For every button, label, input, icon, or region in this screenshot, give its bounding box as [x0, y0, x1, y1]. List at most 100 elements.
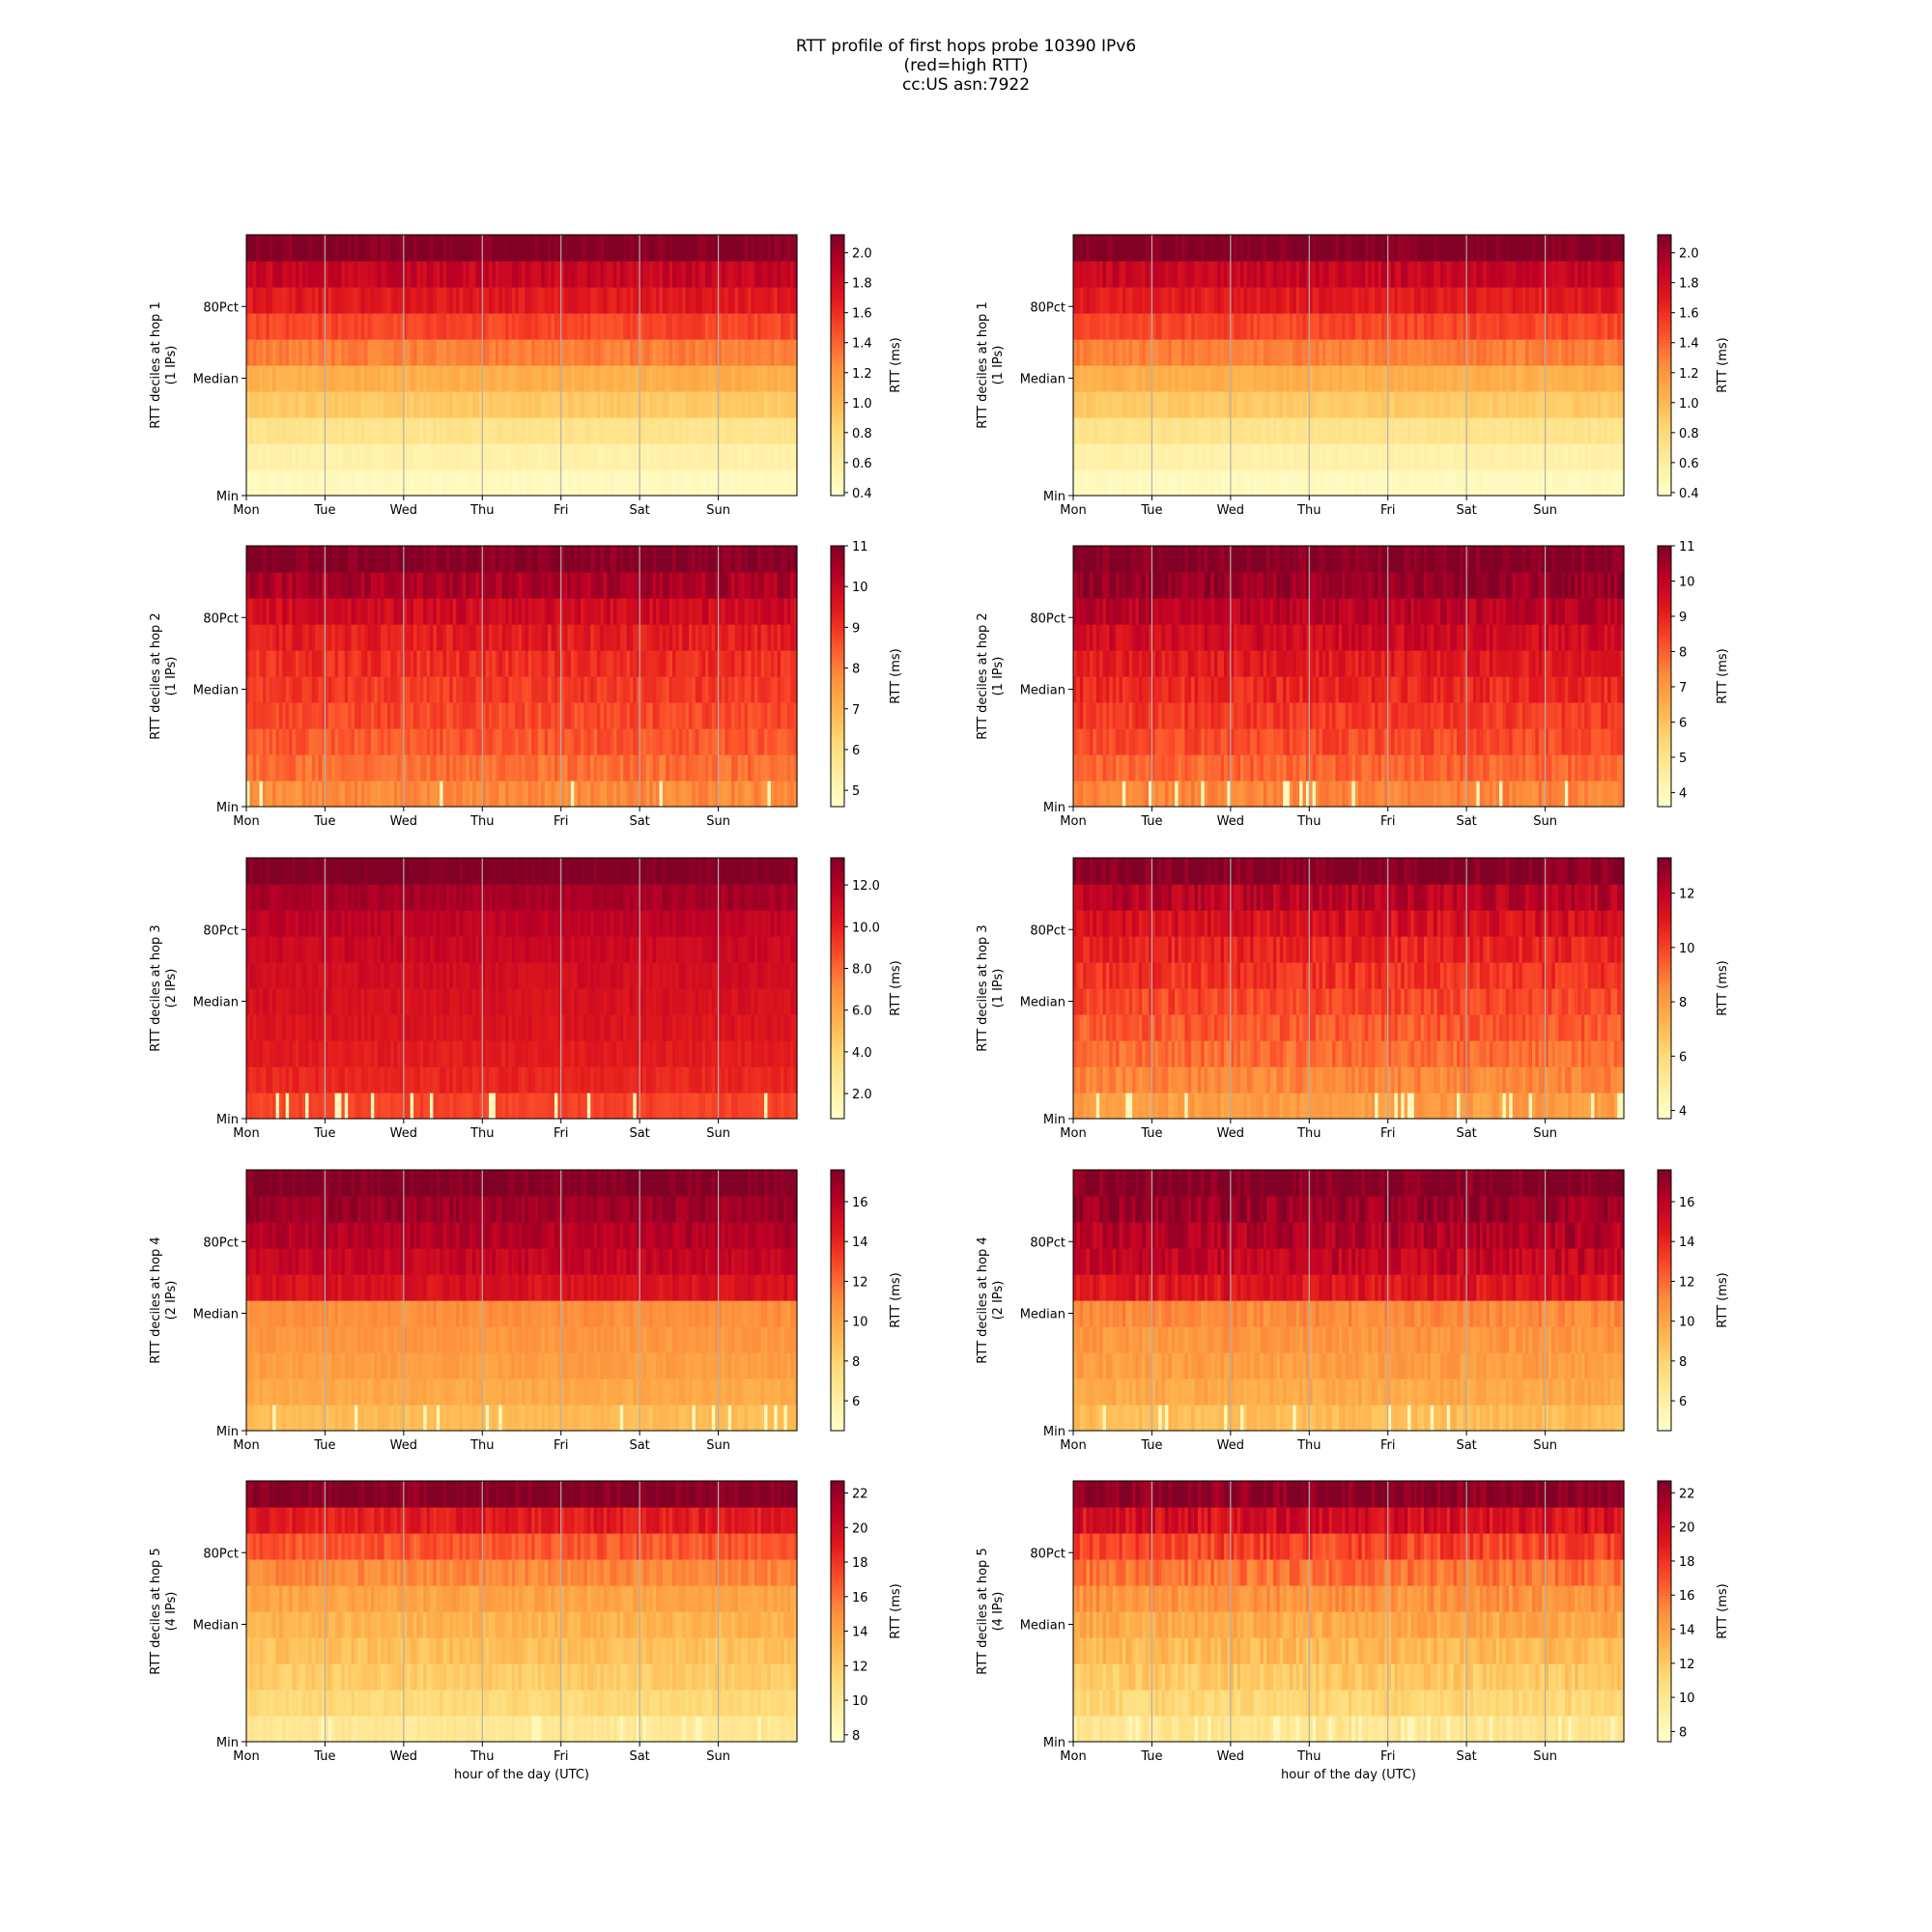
heatmap-cell [1149, 443, 1153, 470]
heatmap-cell [495, 624, 499, 651]
heatmap-cell [1093, 313, 1097, 340]
heatmap-cell [1184, 339, 1189, 366]
heatmap-cell [1171, 261, 1176, 288]
heatmap-cell [426, 676, 431, 703]
heatmap-cell [619, 417, 624, 444]
heatmap-cell [1319, 443, 1323, 470]
heatmap-cell [577, 676, 582, 703]
heatmap-cell [1227, 391, 1232, 418]
heatmap-cell [668, 287, 673, 314]
heatmap-cell [678, 754, 683, 781]
heatmap-cell [1351, 417, 1356, 444]
heatmap-cell [374, 469, 379, 497]
heatmap-cell [508, 443, 513, 470]
heatmap-cell [354, 624, 358, 651]
heatmap-cell [1489, 365, 1493, 392]
heatmap-cell [498, 650, 503, 677]
heatmap-cell [390, 235, 395, 262]
heatmap-cell [1194, 235, 1199, 262]
heatmap-cell [331, 287, 336, 314]
heatmap-cell [327, 261, 332, 288]
heatmap-cell [1250, 469, 1255, 497]
heatmap-cell [581, 754, 585, 781]
heatmap-cell [384, 417, 388, 444]
x-tick-label: Sun [1533, 503, 1557, 518]
heatmap-cell [308, 624, 313, 651]
heatmap-cell [305, 339, 310, 366]
heatmap-cell [685, 313, 690, 340]
heatmap-cell [269, 781, 273, 808]
heatmap-cell [436, 443, 440, 470]
heatmap-cell [452, 598, 457, 625]
heatmap-cell [603, 469, 608, 497]
heatmap-cell [1577, 261, 1582, 288]
heatmap-cell [557, 261, 562, 288]
heatmap-cell [1525, 261, 1530, 288]
heatmap-cell [384, 676, 388, 703]
heatmap-cell [305, 546, 310, 573]
heatmap-cell [1243, 417, 1248, 444]
heatmap-cell [351, 313, 355, 340]
heatmap-cell [1257, 261, 1261, 288]
heatmap-cell [744, 287, 749, 314]
heatmap-cell [445, 391, 450, 418]
x-tick-label: Sat [1456, 503, 1476, 518]
heatmap-cell [357, 391, 362, 418]
heatmap-cell [721, 417, 725, 444]
heatmap-cell [1122, 235, 1126, 262]
heatmap-cell [1617, 391, 1622, 418]
heatmap-cell [327, 598, 332, 625]
heatmap-cell [1257, 469, 1261, 497]
heatmap-cell [400, 261, 405, 288]
heatmap-cell [682, 728, 687, 755]
heatmap-cell [1109, 417, 1114, 444]
heatmap-cell [682, 598, 687, 625]
heatmap-cell [485, 287, 490, 314]
heatmap-cell [322, 546, 327, 573]
heatmap-cell [636, 650, 640, 677]
heatmap-cell [452, 781, 457, 808]
heatmap-cell [1122, 469, 1126, 497]
heatmap-cell [692, 781, 696, 808]
heatmap-cell [1538, 417, 1543, 444]
heatmap-cell [482, 261, 487, 288]
heatmap-cell [1079, 365, 1084, 392]
heatmap-cell [1516, 417, 1520, 444]
heatmap-cell [737, 754, 742, 781]
heatmap-cell [1227, 313, 1232, 340]
heatmap-cell [381, 546, 385, 573]
heatmap-cell [668, 546, 673, 573]
heatmap-cell [1102, 391, 1107, 418]
heatmap-cell [626, 624, 631, 651]
heatmap-cell [708, 339, 713, 366]
heatmap-cell [501, 728, 506, 755]
heatmap-cell [583, 287, 588, 314]
heatmap-cell [269, 365, 273, 392]
heatmap-cell [586, 261, 591, 288]
heatmap-cell [469, 287, 473, 314]
heatmap-cell [256, 339, 261, 366]
heatmap-cell [1604, 313, 1608, 340]
heatmap-cell [1469, 417, 1474, 444]
heatmap-cell [1187, 365, 1192, 392]
heatmap-cell [266, 702, 270, 729]
heatmap-cell [511, 546, 516, 573]
heatmap-cell [570, 261, 575, 288]
heatmap-cell [1584, 391, 1589, 418]
heatmap-cell [1332, 469, 1337, 497]
heatmap-cell [600, 624, 605, 651]
heatmap-cell [1197, 313, 1202, 340]
heatmap-cell [1125, 261, 1130, 288]
heatmap-cell [603, 728, 608, 755]
heatmap-cell [364, 702, 369, 729]
heatmap-cell [423, 443, 428, 470]
heatmap-cell [1413, 391, 1418, 418]
heatmap-cell [744, 469, 749, 497]
heatmap-cell [574, 728, 579, 755]
heatmap-cell [259, 469, 264, 497]
heatmap-cell [666, 728, 670, 755]
heatmap-cell [390, 650, 395, 677]
heatmap-cell [492, 235, 497, 262]
heatmap-cell [567, 702, 572, 729]
heatmap-cell [698, 261, 703, 288]
